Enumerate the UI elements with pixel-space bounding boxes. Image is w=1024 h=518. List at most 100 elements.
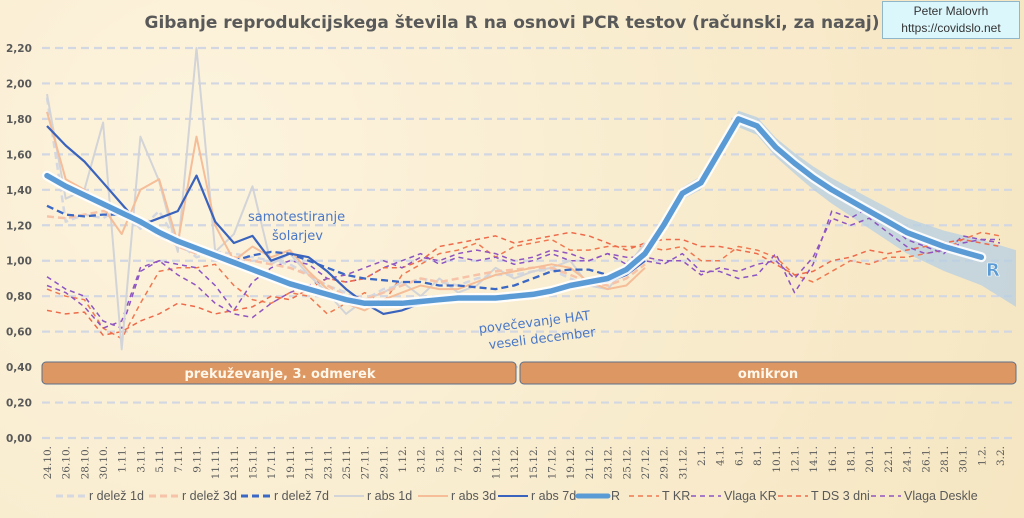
x-tick-label: 27.11. [360,446,372,479]
legend-label: r delež 7d [274,489,329,503]
x-tick-label: 31.12. [677,446,689,479]
x-tick-label: 20.1. [864,446,876,473]
x-tick-label: 5.11. [154,446,166,473]
y-tick-label: 1,60 [6,149,32,161]
x-tick-label: 19.11. [285,446,297,479]
period-bands: prekuževanje, 3. odmerek omikron [41,361,1017,385]
x-axis-ticks: 24.10. 26.10. 28.10. 30.10. 1.11. 3.11. 5.11. 7… [42,446,1007,479]
x-tick-label: 26.1. [920,446,932,473]
y-axis-ticks: 0,00 0,20 0,40 0,60 0,80 1,00 1,20 1,40 1,60 1,80… [6,43,32,445]
legend-label: r delež 1d [89,489,144,503]
x-tick-label: 27.12. [640,446,652,479]
legend-label: Vlaga Deskle [904,489,978,503]
x-tick-label: 6.1. [733,446,745,466]
legend-r[interactable]: R [575,489,620,503]
x-tick-label: 15.12. [528,446,540,479]
y-tick-label: 1,80 [6,114,32,126]
legend: r delež 1d r delež 3d r delež 7d r abs 1d r … [56,489,978,503]
x-tick-label: 19.12. [565,446,577,479]
x-tick-label: 30.10. [98,446,110,479]
y-tick-label: 2,20 [6,43,32,55]
legend-label: T DS 3 dni [811,489,870,503]
x-tick-label: 11.11. [210,446,222,479]
r-series-label: R [986,260,1000,281]
y-tick-label: 0,60 [6,327,32,339]
x-tick-label: 1.2. [976,446,988,466]
x-tick-label: 17.11. [266,446,278,479]
legend-t-ds-3-dni[interactable]: T DS 3 dni [778,489,870,503]
x-tick-label: 29.12. [659,446,671,479]
x-tick-label: 24.1. [902,446,914,473]
legend-r-abs-1d[interactable]: r abs 1d [334,489,412,503]
x-tick-label: 30.1. [958,446,970,473]
x-tick-label: 25.11. [341,446,353,479]
legend-r-abs-7d[interactable]: r abs 7d [498,489,576,503]
legend-r-dele-7d[interactable]: r delež 7d [241,489,329,503]
x-tick-label: 15.11. [248,446,260,479]
x-tick-label: 21.11. [304,446,316,479]
credit-author: Peter Malovrh [913,4,989,18]
x-tick-label: 9.11. [191,446,203,473]
legend-label: r abs 7d [531,489,576,503]
x-tick-label: 24.10. [42,446,54,479]
x-tick-label: 13.12. [509,446,521,479]
x-tick-label: 28.1. [939,446,951,473]
credit-url[interactable]: https://covidslo.net [901,21,1001,35]
series-vlaga-deskle [46,217,1001,329]
x-tick-label: 10.1. [771,446,783,473]
x-tick-label: 3.12. [416,446,428,473]
series-r-dele-7d [46,204,608,291]
x-tick-label: 14.1. [808,446,820,473]
band-prekuzevanje [41,361,517,385]
x-tick-label: 25.12. [621,446,633,479]
x-tick-label: 1.11. [117,446,129,473]
legend-label: Vlaga KR [724,489,777,503]
x-tick-label: 2.1. [696,446,708,466]
band-label-prekuzevanje: prekuževanje, 3. odmerek [184,367,375,382]
x-tick-label: 11.12. [490,446,502,479]
x-tick-label: 26.10. [61,446,73,479]
y-tick-label: 1,40 [6,185,32,197]
x-tick-label: 3.11. [135,446,147,473]
x-tick-label: 23.12. [603,446,615,479]
legend-r-dele-1d[interactable]: r delež 1d [56,489,144,503]
x-tick-label: 18.1. [846,446,858,473]
series-lines [42,47,1001,351]
band-omikron [519,361,1017,385]
x-tick-label: 7.11. [173,446,185,473]
x-tick-label: 12.1. [789,446,801,473]
annotation-samotestiranje: samotestiranje šolarjev [248,210,345,244]
y-tick-label: 0,80 [6,291,32,303]
chart-title: Gibanje reprodukcijskega števila R na os… [144,13,879,33]
band-label-omikron: omikron [738,367,798,382]
x-tick-label: 4.1. [715,446,727,466]
x-tick-label: 7.12. [453,446,465,473]
x-tick-label: 29.11. [378,446,390,479]
series-t-kr [46,231,1001,340]
legend-vlaga-kr[interactable]: Vlaga KR [691,489,777,503]
legend-r-abs-3d[interactable]: r abs 3d [418,489,496,503]
y-tick-label: 1,20 [6,220,32,232]
x-tick-label: 21.12. [584,446,596,479]
credit-box: Peter Malovrh https://covidslo.net [882,1,1020,39]
x-tick-label: 9.12. [472,446,484,473]
series-r [44,116,985,307]
x-tick-label: 13.11. [229,446,241,479]
annotation-line: samotestiranje [248,210,345,225]
legend-vlaga-deskle[interactable]: Vlaga Deskle [871,489,978,503]
series-vlaga-kr [46,206,1000,329]
x-tick-label: 28.10. [79,446,91,479]
y-tick-label: 0,40 [6,362,32,374]
x-tick-label: 23.11. [322,446,334,479]
legend-label: r abs 3d [451,489,496,503]
y-tick-label: 1,00 [6,256,32,268]
legend-r-dele-3d[interactable]: r delež 3d [149,489,237,503]
legend-label: r abs 1d [367,489,412,503]
x-tick-label: 16.1. [827,446,839,473]
legend-t-kr[interactable]: T KR [629,489,690,503]
x-tick-label: 8.1. [752,446,764,466]
y-tick-label: 0,20 [6,398,32,410]
legend-label: R [611,489,620,503]
annotation-line: šolarjev [272,229,323,244]
